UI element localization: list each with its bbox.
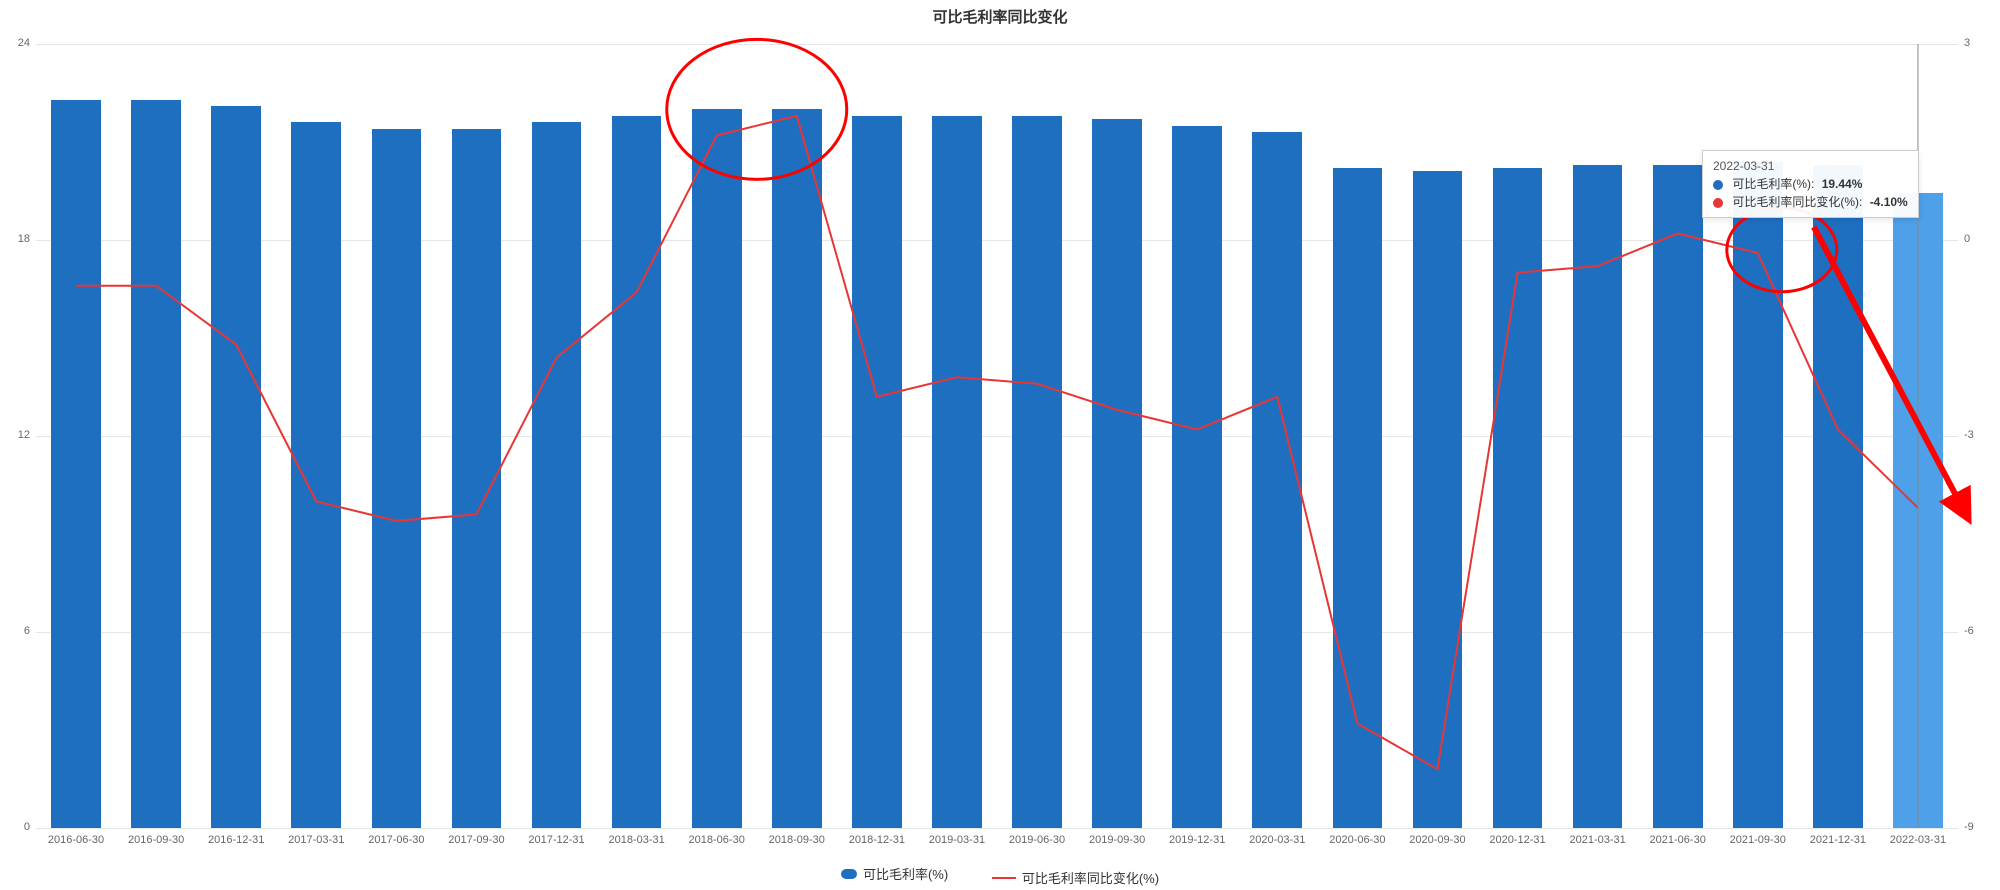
bar[interactable] <box>532 122 582 828</box>
x-tick-label: 2022-03-31 <box>1878 834 1958 846</box>
x-tick-label: 2017-12-31 <box>517 834 597 846</box>
y-left-tick-label: 18 <box>6 233 30 245</box>
legend-item-line[interactable]: 可比毛利率同比变化(%) <box>992 868 1159 887</box>
tooltip: 2022-03-31 可比毛利率(%): 19.44% 可比毛利率同比变化(%)… <box>1702 150 1919 218</box>
x-tick-label: 2018-03-31 <box>597 834 677 846</box>
x-tick-label: 2016-12-31 <box>196 834 276 846</box>
bar[interactable] <box>211 106 261 828</box>
x-tick-label: 2016-06-30 <box>36 834 116 846</box>
x-tick-label: 2020-09-30 <box>1397 834 1477 846</box>
legend-label: 可比毛利率同比变化(%) <box>1022 868 1159 887</box>
chart-title: 可比毛利率同比变化 <box>0 6 2000 27</box>
grid-line <box>36 828 1958 829</box>
bar[interactable] <box>51 100 101 828</box>
bar[interactable] <box>1413 171 1463 828</box>
bar[interactable] <box>1733 162 1783 828</box>
y-left-tick-label: 12 <box>6 429 30 441</box>
x-tick-label: 2017-06-30 <box>356 834 436 846</box>
bar[interactable] <box>1653 165 1703 828</box>
tooltip-row: 可比毛利率同比变化(%): -4.10% <box>1713 193 1908 211</box>
line-series[interactable] <box>76 116 1918 769</box>
tooltip-value: -4.10% <box>1870 195 1908 209</box>
tooltip-row: 可比毛利率(%): 19.44% <box>1713 175 1908 193</box>
y-right-tick-label: -3 <box>1964 429 1974 441</box>
tooltip-series-label: 可比毛利率同比变化(%): <box>1732 195 1862 209</box>
x-tick-label: 2019-12-31 <box>1157 834 1237 846</box>
x-tick-label: 2020-06-30 <box>1317 834 1397 846</box>
x-tick-label: 2021-03-31 <box>1558 834 1638 846</box>
y-right-tick-label: 0 <box>1964 233 1970 245</box>
bar[interactable] <box>1333 168 1383 828</box>
x-tick-label: 2019-06-30 <box>997 834 1077 846</box>
x-tick-label: 2018-09-30 <box>757 834 837 846</box>
bar[interactable] <box>932 116 982 828</box>
x-tick-label: 2018-12-31 <box>837 834 917 846</box>
bar[interactable] <box>372 129 422 828</box>
bar[interactable] <box>131 100 181 828</box>
x-tick-label: 2020-03-31 <box>1237 834 1317 846</box>
bar[interactable] <box>1172 126 1222 828</box>
y-left-tick-label: 6 <box>6 625 30 637</box>
x-tick-label: 2018-06-30 <box>677 834 757 846</box>
bar[interactable] <box>692 109 742 828</box>
x-tick-label: 2016-09-30 <box>116 834 196 846</box>
tooltip-dot-icon <box>1713 198 1723 208</box>
x-tick-label: 2021-06-30 <box>1638 834 1718 846</box>
bar[interactable] <box>1092 119 1142 828</box>
legend-swatch-icon <box>841 869 857 879</box>
y-right-tick-label: -9 <box>1964 821 1974 833</box>
bar[interactable] <box>852 116 902 828</box>
tooltip-value: 19.44% <box>1822 177 1863 191</box>
plot-area <box>36 44 1958 828</box>
y-right-tick-label: 3 <box>1964 37 1970 49</box>
y-right-tick-label: -6 <box>1964 625 1974 637</box>
x-tick-label: 2020-12-31 <box>1478 834 1558 846</box>
bar[interactable] <box>1252 132 1302 828</box>
bar[interactable] <box>1573 165 1623 828</box>
legend: 可比毛利率(%) 可比毛利率同比变化(%) <box>0 864 2000 887</box>
bar[interactable] <box>1493 168 1543 828</box>
bar[interactable] <box>291 122 341 828</box>
legend-line-icon <box>992 877 1016 879</box>
y-left-tick-label: 24 <box>6 37 30 49</box>
x-tick-label: 2017-09-30 <box>436 834 516 846</box>
legend-label: 可比毛利率(%) <box>863 864 948 883</box>
tooltip-dot-icon <box>1713 180 1723 190</box>
chart-container: 可比毛利率同比变化 2022-03-31 可比毛利率(%): 19.44% 可比… <box>0 0 2000 890</box>
legend-item-bar[interactable]: 可比毛利率(%) <box>841 864 948 883</box>
tooltip-date: 2022-03-31 <box>1713 157 1908 175</box>
x-tick-label: 2021-12-31 <box>1798 834 1878 846</box>
x-tick-label: 2019-03-31 <box>917 834 997 846</box>
grid-line <box>36 44 1958 45</box>
y-left-tick-label: 0 <box>6 821 30 833</box>
bar[interactable] <box>1813 165 1863 828</box>
tooltip-series-label: 可比毛利率(%): <box>1732 177 1814 191</box>
bar[interactable] <box>1012 116 1062 828</box>
bar[interactable] <box>1893 193 1943 828</box>
x-tick-label: 2019-09-30 <box>1077 834 1157 846</box>
x-tick-label: 2021-09-30 <box>1718 834 1798 846</box>
bar[interactable] <box>612 116 662 828</box>
bar[interactable] <box>452 129 502 828</box>
bar[interactable] <box>772 109 822 828</box>
x-tick-label: 2017-03-31 <box>276 834 356 846</box>
